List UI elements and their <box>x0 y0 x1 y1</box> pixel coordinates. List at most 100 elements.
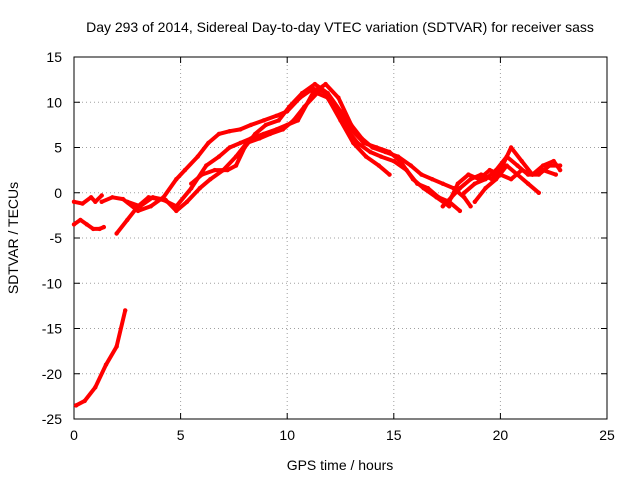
data-point <box>261 118 266 123</box>
data-point <box>447 204 452 209</box>
data-point <box>199 172 205 177</box>
data-point <box>103 362 109 367</box>
data-point <box>184 199 190 204</box>
data-point <box>125 199 130 204</box>
data-point <box>208 177 213 182</box>
data-point <box>110 195 115 200</box>
data-point <box>472 199 477 204</box>
data-point <box>84 222 90 227</box>
data-point <box>150 195 156 200</box>
data-point <box>536 172 541 177</box>
data-point <box>101 224 107 230</box>
y-axis-label: SDTVAR / TECUs <box>5 182 21 294</box>
data-point <box>508 145 514 150</box>
y-tick-label: -5 <box>50 230 63 246</box>
data-point <box>457 186 463 191</box>
data-point <box>242 145 247 150</box>
data-point <box>71 222 77 227</box>
data-point <box>557 163 563 168</box>
data-point <box>419 172 424 177</box>
data-point <box>447 199 452 204</box>
data-point <box>455 181 460 186</box>
data-point <box>361 140 367 146</box>
data-point <box>71 199 77 204</box>
y-tick-label: -20 <box>42 366 62 382</box>
series-track-1 <box>74 308 128 408</box>
grid-lines <box>74 57 607 419</box>
data-point <box>280 127 286 132</box>
data-point <box>78 217 83 223</box>
data-point <box>368 149 373 155</box>
x-tick-label: 15 <box>386 427 402 443</box>
y-tick-label: -10 <box>42 275 62 291</box>
data-point <box>349 127 354 132</box>
data-point <box>483 177 488 182</box>
data-point <box>462 195 467 200</box>
data-point <box>97 226 102 232</box>
data-point <box>483 186 488 191</box>
data-point <box>430 177 435 182</box>
data-point <box>468 204 473 209</box>
data-point <box>99 199 104 204</box>
data-point <box>120 196 126 202</box>
x-tick-labels: 0 5 10 15 20 25 <box>70 427 615 443</box>
data-point <box>508 177 514 182</box>
data-point <box>197 186 202 191</box>
data-point <box>466 172 471 177</box>
series-track-3 <box>72 193 104 206</box>
data-point <box>551 158 556 164</box>
data-point <box>553 172 558 177</box>
y-tick-label: -15 <box>42 321 62 337</box>
data-point <box>363 154 369 159</box>
data-point <box>325 91 330 96</box>
data-point <box>457 208 463 214</box>
data-point <box>398 158 403 164</box>
data-point <box>434 195 439 200</box>
data-point <box>99 193 104 198</box>
data-point <box>225 167 230 173</box>
data-point <box>525 172 531 177</box>
data-point <box>238 140 243 146</box>
data-point <box>238 127 243 132</box>
data-point <box>93 199 98 204</box>
data-point <box>189 181 194 186</box>
data-point <box>163 197 168 203</box>
data-point <box>204 163 209 168</box>
data-point <box>233 163 239 168</box>
data-point <box>519 158 524 164</box>
data-point <box>137 204 143 209</box>
data-point <box>312 81 318 87</box>
data-point <box>227 129 232 134</box>
axis-ticks <box>73 56 608 420</box>
data-point <box>338 109 343 114</box>
data-point <box>376 163 382 168</box>
data-point <box>227 145 232 150</box>
data-point <box>212 167 217 173</box>
data-point <box>374 145 379 150</box>
data-point <box>216 154 222 159</box>
data-point <box>462 190 467 195</box>
x-axis-label: GPS time / hours <box>287 457 394 473</box>
series-track-11 <box>462 154 563 195</box>
data-point <box>351 140 356 146</box>
data-point <box>338 118 343 123</box>
y-tick-label: 10 <box>46 94 62 110</box>
data-point <box>323 81 328 87</box>
data-point <box>515 163 520 168</box>
data-point <box>263 122 269 128</box>
y-tick-label: 5 <box>54 140 62 156</box>
data-point <box>267 131 273 137</box>
data-point <box>248 122 254 128</box>
data-point <box>421 186 426 191</box>
data-point <box>182 167 188 173</box>
data-point <box>123 308 128 313</box>
data-point <box>504 154 509 159</box>
data-point <box>493 177 499 182</box>
data-point <box>387 172 392 177</box>
y-tick-labels: -25 -20 -15 -10 -5 0 5 10 15 <box>42 49 62 427</box>
data-point <box>257 136 262 141</box>
x-tick-label: 10 <box>279 427 295 443</box>
data-series <box>71 81 563 408</box>
data-point <box>515 172 520 177</box>
data-point <box>253 131 258 137</box>
